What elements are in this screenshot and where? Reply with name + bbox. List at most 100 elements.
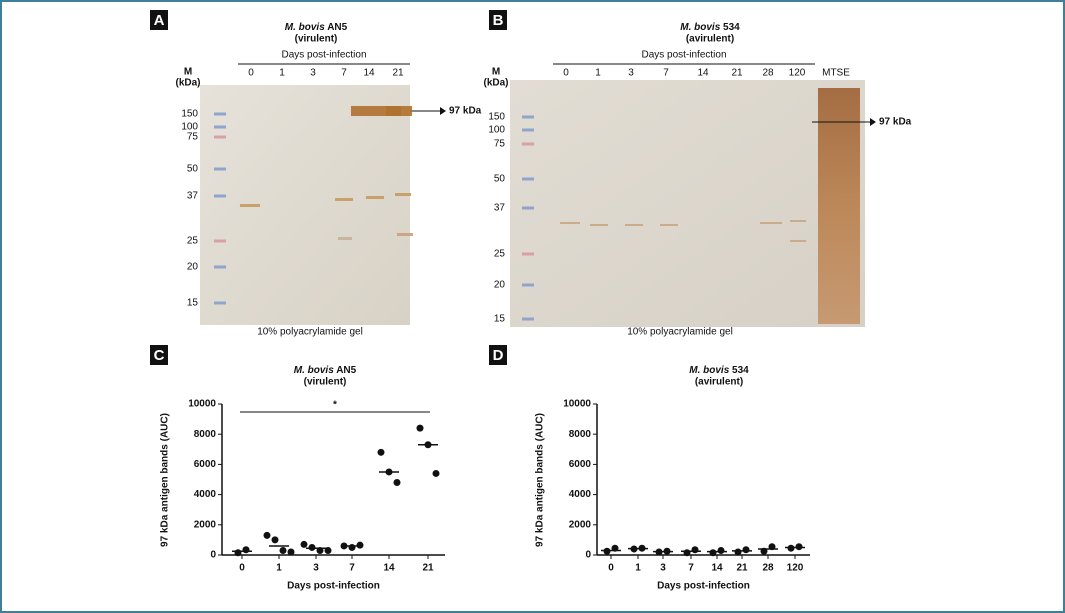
lane-label: MTSE xyxy=(822,68,850,79)
mw-label: 37 xyxy=(187,191,199,202)
x-tick-label: 0 xyxy=(608,563,614,574)
lane-label: 28 xyxy=(762,68,774,79)
panel-label-box xyxy=(489,345,507,365)
lane-label: 0 xyxy=(563,68,569,79)
mw-label: 150 xyxy=(488,112,505,123)
gel-band xyxy=(240,204,260,207)
species: M. bovis xyxy=(689,365,729,376)
strain: 534 xyxy=(732,365,749,376)
x-axis-label: Days post-infection xyxy=(287,581,380,592)
strain: AN5 xyxy=(327,22,347,33)
ladder-band xyxy=(522,206,534,210)
lane-label: 14 xyxy=(697,68,709,79)
y-tick-label: 0 xyxy=(210,550,216,561)
data-point xyxy=(734,548,742,556)
ladder-band xyxy=(214,125,226,129)
y-tick-label: 6000 xyxy=(194,459,217,470)
gel-band xyxy=(335,198,353,201)
data-point xyxy=(432,469,440,477)
data-point xyxy=(691,546,699,554)
data-point xyxy=(603,547,611,555)
mw-label: 50 xyxy=(187,164,199,175)
ladder-band xyxy=(522,252,534,256)
x-tick-label: 3 xyxy=(313,563,319,574)
species: M. bovis xyxy=(680,22,720,33)
data-point xyxy=(683,549,691,557)
x-tick-label: 3 xyxy=(660,563,666,574)
data-point xyxy=(308,543,316,551)
ladder-band xyxy=(214,265,226,269)
data-point xyxy=(348,543,356,551)
data-point xyxy=(787,544,795,552)
x-tick-label: 21 xyxy=(736,563,748,574)
lane-label: 7 xyxy=(663,68,669,79)
x-tick-label: 7 xyxy=(349,563,355,574)
y-tick-label: 4000 xyxy=(194,489,217,500)
panel-subtitle: (virulent) xyxy=(295,34,338,45)
x-tick-label: 14 xyxy=(383,563,395,574)
lane-label: 14 xyxy=(363,68,375,79)
x-tick-label: 1 xyxy=(635,563,641,574)
data-point xyxy=(271,536,279,544)
y-tick-label: 2000 xyxy=(194,519,217,530)
ladder-band xyxy=(522,128,534,132)
lane-label: 120 xyxy=(789,68,806,79)
data-point xyxy=(279,546,287,554)
arrow-label: 97 kDa xyxy=(449,106,482,117)
gel-band xyxy=(397,233,413,236)
gel-band xyxy=(625,224,643,226)
x-tick-label: 1 xyxy=(276,563,282,574)
marker-label: M xyxy=(492,67,500,78)
gel-band xyxy=(790,240,806,242)
mw-label: 75 xyxy=(494,139,506,150)
species: M. bovis xyxy=(294,365,334,376)
gel-band xyxy=(338,237,352,240)
lane-label: 3 xyxy=(310,68,316,79)
gel-caption: 10% polyacrylamide gel xyxy=(627,327,733,338)
panel-label: D xyxy=(493,347,504,364)
y-tick-label: 6000 xyxy=(569,459,592,470)
x-tick-label: 21 xyxy=(422,563,434,574)
mw-label: 20 xyxy=(187,262,199,273)
mw-label: 25 xyxy=(187,236,199,247)
panel-label-box xyxy=(150,345,168,365)
data-point xyxy=(742,546,750,554)
x-axis-label: Days post-infection xyxy=(657,581,750,592)
data-point xyxy=(709,549,717,557)
lane-label: 21 xyxy=(731,68,743,79)
ladder-band xyxy=(522,177,534,181)
panel-label-box xyxy=(150,10,168,30)
mw-label: 75 xyxy=(187,132,199,143)
data-point xyxy=(416,424,424,432)
data-point xyxy=(393,479,401,487)
marker-label: (kDa) xyxy=(175,78,200,89)
y-tick-label: 4000 xyxy=(569,489,592,500)
ladder-band xyxy=(214,135,226,139)
gel-band xyxy=(560,222,580,224)
mw-label: 100 xyxy=(488,125,505,136)
gel-header: Days post-infection xyxy=(641,50,726,61)
data-point xyxy=(263,531,271,539)
gel-lane xyxy=(818,88,860,324)
lane-label: 7 xyxy=(341,68,347,79)
ladder-band xyxy=(522,115,534,119)
gel-band xyxy=(386,106,412,116)
y-axis-label: 97 kDa antigen bands (AUC) xyxy=(535,413,546,547)
arrow-label: 97 kDa xyxy=(879,117,912,128)
ladder-band xyxy=(522,283,534,287)
data-point xyxy=(356,541,364,549)
gel-band xyxy=(351,106,401,116)
y-tick-label: 8000 xyxy=(194,429,217,440)
gel-image xyxy=(200,85,410,325)
lane-label: 1 xyxy=(595,68,601,79)
lane-label: 0 xyxy=(248,68,254,79)
gel-band xyxy=(790,220,806,222)
gel-caption: 10% polyacrylamide gel xyxy=(257,327,363,338)
ladder-band xyxy=(214,239,226,243)
data-point xyxy=(377,448,385,456)
arrow-head xyxy=(440,107,446,115)
mw-label: 100 xyxy=(181,122,198,133)
lane-label: 1 xyxy=(279,68,285,79)
